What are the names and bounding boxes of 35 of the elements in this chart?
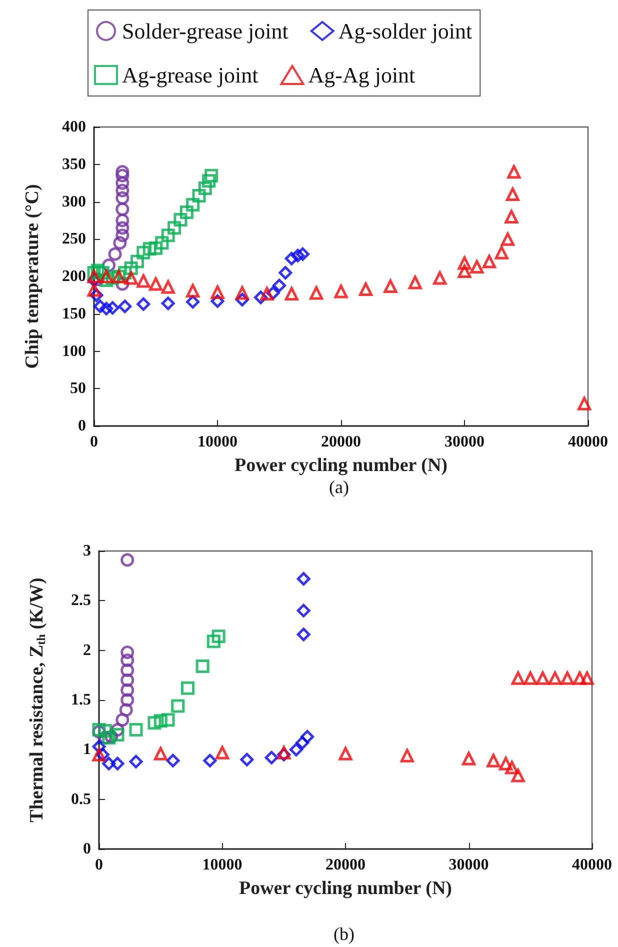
y-axis-title: Thermal resistance, Zth (K/W) <box>26 578 48 822</box>
x-tick-label: 0 <box>95 856 103 874</box>
y-tick-label: 350 <box>62 156 86 173</box>
y-tick-label: 300 <box>62 193 86 210</box>
y-tick-label: 250 <box>62 230 86 248</box>
y-tick-label: 2.5 <box>71 592 91 610</box>
x-tick-label: 20000 <box>326 856 366 874</box>
y-tick-label: 1.5 <box>71 692 91 708</box>
y-tick-label: 100 <box>62 342 86 360</box>
text: (b) <box>334 924 354 944</box>
x-tick-label: 10000 <box>198 434 238 450</box>
x-tick-label: 10000 <box>202 856 242 874</box>
x-axis-title: Power cycling number (N) <box>238 878 452 899</box>
y-tick-label: 50 <box>70 380 86 398</box>
x-tick-label: 20000 <box>321 434 361 450</box>
x-axis-title: Power cycling number (N) <box>234 455 448 476</box>
y-tick-label: 200 <box>62 268 86 285</box>
y-tick-label: 2 <box>83 642 91 659</box>
text: (a) <box>329 477 349 497</box>
y-tick-label: 1 <box>83 741 91 758</box>
legend-label: Solder-grease joint <box>122 18 288 44</box>
x-tick-label: 40000 <box>568 434 608 450</box>
y-tick-label: 3 <box>83 542 91 560</box>
y-tick-label: 0 <box>83 840 91 858</box>
y-axis-title: Chip temperature (°C) <box>22 184 43 369</box>
legend-label: Ag-Ag joint <box>308 62 416 88</box>
y-tick-label: 0 <box>78 418 86 434</box>
legend-label: Ag-grease joint <box>122 62 258 88</box>
x-tick-label: 40000 <box>572 856 612 874</box>
y-tick-label: 0.5 <box>71 790 91 808</box>
y-tick-label: 150 <box>62 305 86 322</box>
y-tick-label: 400 <box>62 118 86 136</box>
x-tick-label: 30000 <box>444 434 484 450</box>
legend-label: Ag-solder joint <box>338 18 472 44</box>
x-tick-label: 30000 <box>448 856 489 874</box>
